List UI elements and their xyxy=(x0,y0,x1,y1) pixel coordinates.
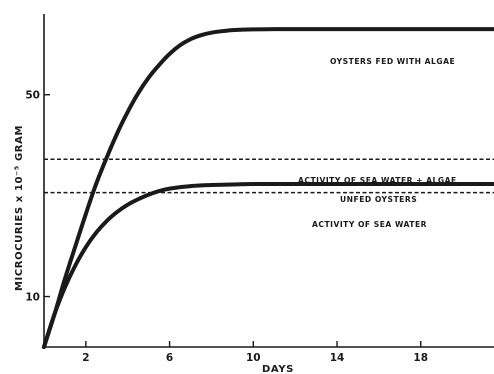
x-tick-label-10: 10 xyxy=(246,352,261,364)
x-tick-label-14: 14 xyxy=(330,352,345,364)
series-line-0 xyxy=(42,27,494,349)
y-axis-title: MICROCURIES x 10⁻⁵ GRAM xyxy=(14,125,25,291)
label-oysters-fed-with-algae: OYSTERS FED WITH ALGAE xyxy=(330,57,455,66)
series-line-1 xyxy=(42,181,494,349)
x-tick-label-6: 6 xyxy=(166,352,173,364)
x-axis-title: DAYS xyxy=(262,364,294,374)
x-tick-label-18: 18 xyxy=(413,352,428,364)
axes xyxy=(43,14,494,348)
y-tick-label-50: 50 xyxy=(25,90,40,102)
plot-lines xyxy=(42,27,494,349)
label-unfed-oysters: UNFED OYSTERS xyxy=(340,195,417,204)
y-tick-label-10: 10 xyxy=(25,292,40,304)
label-sea-water: ACTIVITY OF SEA WATER xyxy=(312,220,427,229)
label-sea-water-plus-algae: ACTIVITY OF SEA WATER + ALGAE xyxy=(298,176,457,185)
x-tick-label-2: 2 xyxy=(82,352,89,364)
ticks: 2 6 10 14 18 10 50 xyxy=(25,90,428,364)
